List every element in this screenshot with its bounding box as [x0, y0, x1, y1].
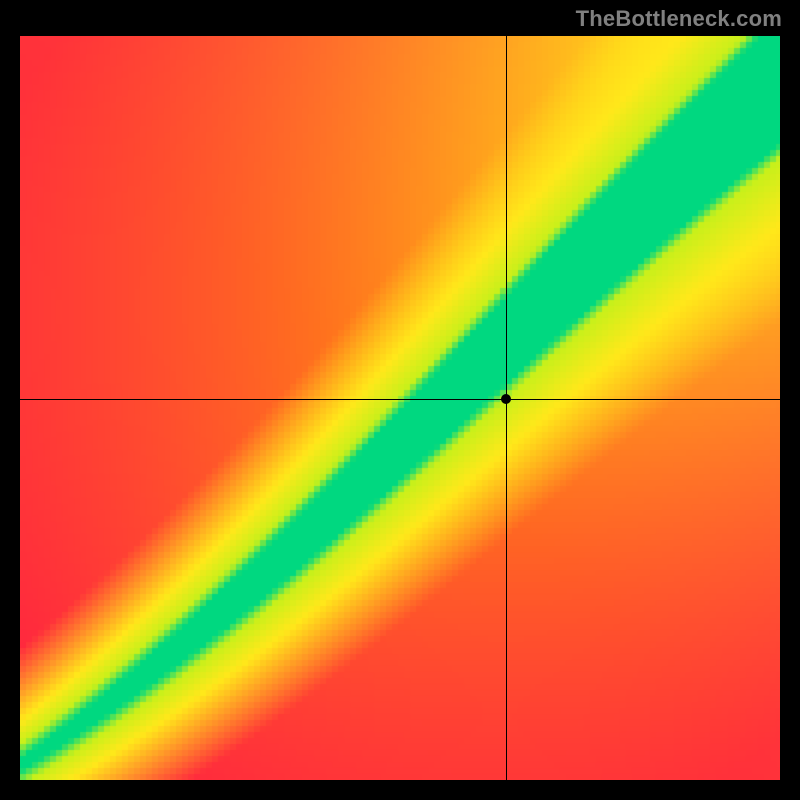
bottleneck-heatmap	[20, 36, 780, 780]
plot-area	[20, 36, 780, 780]
data-point-marker	[501, 394, 511, 404]
watermark-text: TheBottleneck.com	[576, 6, 782, 32]
crosshair-vertical	[506, 36, 507, 780]
chart-container: { "watermark": { "text": "TheBottleneck.…	[0, 0, 800, 800]
crosshair-horizontal	[20, 399, 780, 400]
